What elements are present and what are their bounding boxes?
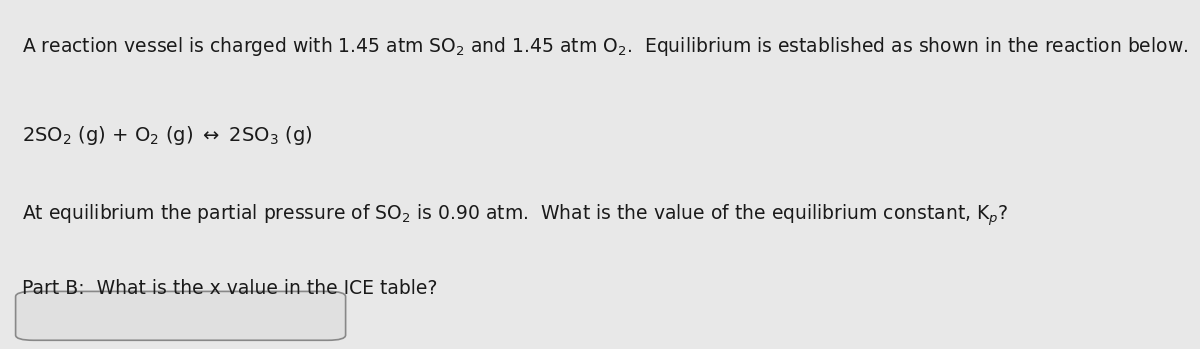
Text: Part B:  What is the x value in the ICE table?: Part B: What is the x value in the ICE t… — [22, 279, 437, 298]
Text: At equilibrium the partial pressure of SO$_2$ is 0.90 atm.  What is the value of: At equilibrium the partial pressure of S… — [22, 202, 1008, 228]
FancyBboxPatch shape — [16, 291, 346, 340]
Text: A reaction vessel is charged with 1.45 atm SO$_2$ and 1.45 atm O$_2$.  Equilibri: A reaction vessel is charged with 1.45 a… — [22, 35, 1188, 58]
Text: 2SO$_2$ (g) + O$_2$ (g) $\leftrightarrow$ 2SO$_3$ (g): 2SO$_2$ (g) + O$_2$ (g) $\leftrightarrow… — [22, 124, 312, 147]
